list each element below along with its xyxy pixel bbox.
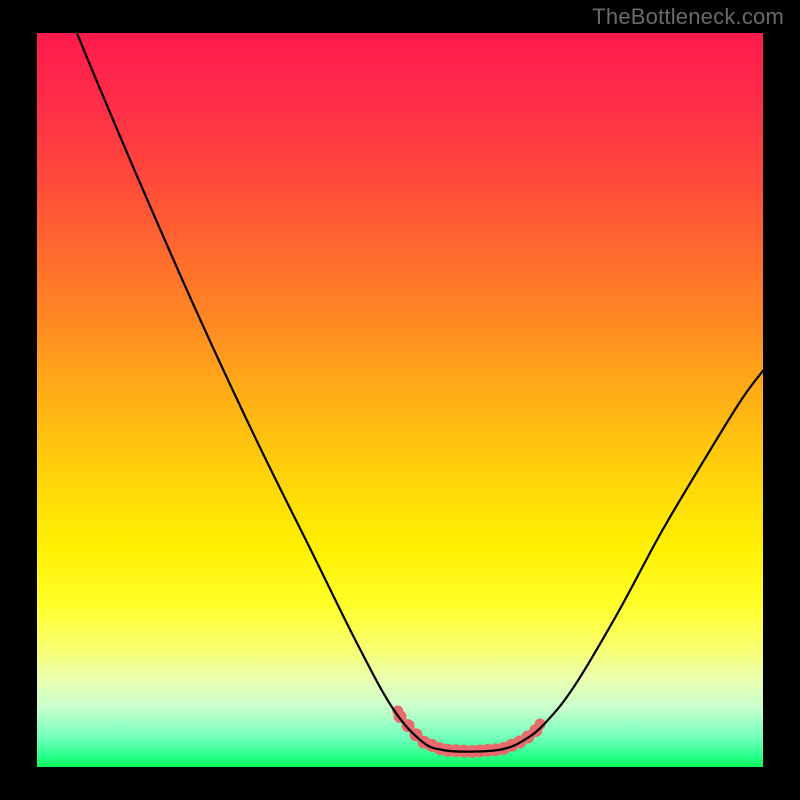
- chart-frame: TheBottleneck.com: [0, 0, 800, 800]
- watermark-text: TheBottleneck.com: [592, 4, 784, 30]
- plot-area: [37, 33, 763, 767]
- gradient-background: [37, 33, 763, 767]
- chart-svg: [37, 33, 763, 767]
